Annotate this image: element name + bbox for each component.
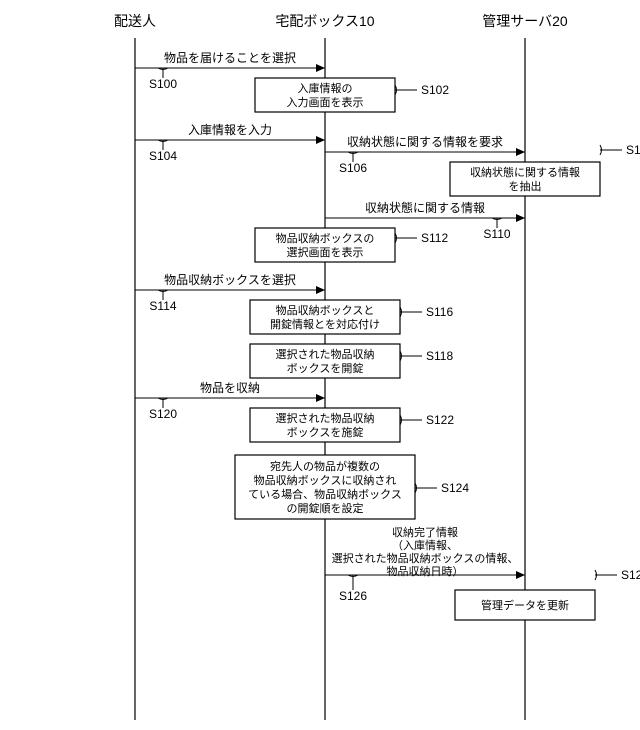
step-id: S104 xyxy=(149,149,177,163)
step-id: S118 xyxy=(426,349,453,363)
process-box-text: 選択画面を表示 xyxy=(287,245,364,259)
process-box-text: の開錠順を設定 xyxy=(287,501,364,515)
actor-label: 管理サーバ20 xyxy=(482,13,568,29)
process-box-text: 入庫情報の xyxy=(298,81,353,95)
process-box-text: 選択された物品収納 xyxy=(276,347,375,361)
step-id: S112 xyxy=(421,231,448,245)
message-label: （入庫情報、 xyxy=(392,538,458,552)
step-id: S102 xyxy=(421,83,449,97)
step-id: S106 xyxy=(339,161,367,175)
step-id: S114 xyxy=(149,299,176,313)
process-box-text: 物品収納ボックスの xyxy=(276,231,375,245)
step-id: S100 xyxy=(149,77,177,91)
step-id: S128 xyxy=(621,568,640,582)
step-id: S126 xyxy=(339,589,367,603)
step-id: S108 xyxy=(626,143,640,157)
message-label: 物品を収納 xyxy=(200,381,260,395)
process-box-text: 物品収納ボックスに収納され xyxy=(254,473,397,487)
message-label: 収納状態に関する情報を要求 xyxy=(347,134,503,149)
message-label: 収納状態に関する情報 xyxy=(365,200,485,215)
process-box-text: 開錠情報とを対応付け xyxy=(270,317,380,331)
step-id: S110 xyxy=(483,227,510,241)
process-box-text: を抽出 xyxy=(509,179,542,193)
actor-label: 宅配ボックス10 xyxy=(275,13,374,29)
process-box-text: ている場合、物品収納ボックス xyxy=(248,487,402,501)
process-box-text: 入力画面を表示 xyxy=(287,95,364,109)
message-label: 収納完了情報 xyxy=(392,525,458,539)
step-id: S120 xyxy=(149,407,177,421)
process-box-text: ボックスを開錠 xyxy=(287,361,364,375)
step-id: S116 xyxy=(426,305,453,319)
process-box-text: 宛先人の物品が複数の xyxy=(270,459,380,473)
sequence-diagram: 配送人 宅配ボックス10 管理サーバ20 物品を届けることを選択 S100 入庫情報の入力… xyxy=(0,0,640,730)
message-label: 選択された物品収納ボックスの情報、 xyxy=(332,551,519,565)
message-label: 入庫情報を入力 xyxy=(188,123,272,137)
process-box-text: 選択された物品収納 xyxy=(276,411,375,425)
step-id: S124 xyxy=(441,481,469,495)
message-label: 物品収納ボックスを選択 xyxy=(164,273,296,287)
message-label: 物品収納日時） xyxy=(387,564,464,578)
process-box-text: 物品収納ボックスと xyxy=(276,303,375,317)
process-box-text: ボックスを施錠 xyxy=(287,425,364,439)
process-box-text: 収納状態に関する情報 xyxy=(470,165,580,179)
step-id: S122 xyxy=(426,413,454,427)
actor-label: 配送人 xyxy=(114,13,156,29)
message-label: 物品を届けることを選択 xyxy=(164,51,296,65)
process-box-text: 管理データを更新 xyxy=(481,598,569,612)
